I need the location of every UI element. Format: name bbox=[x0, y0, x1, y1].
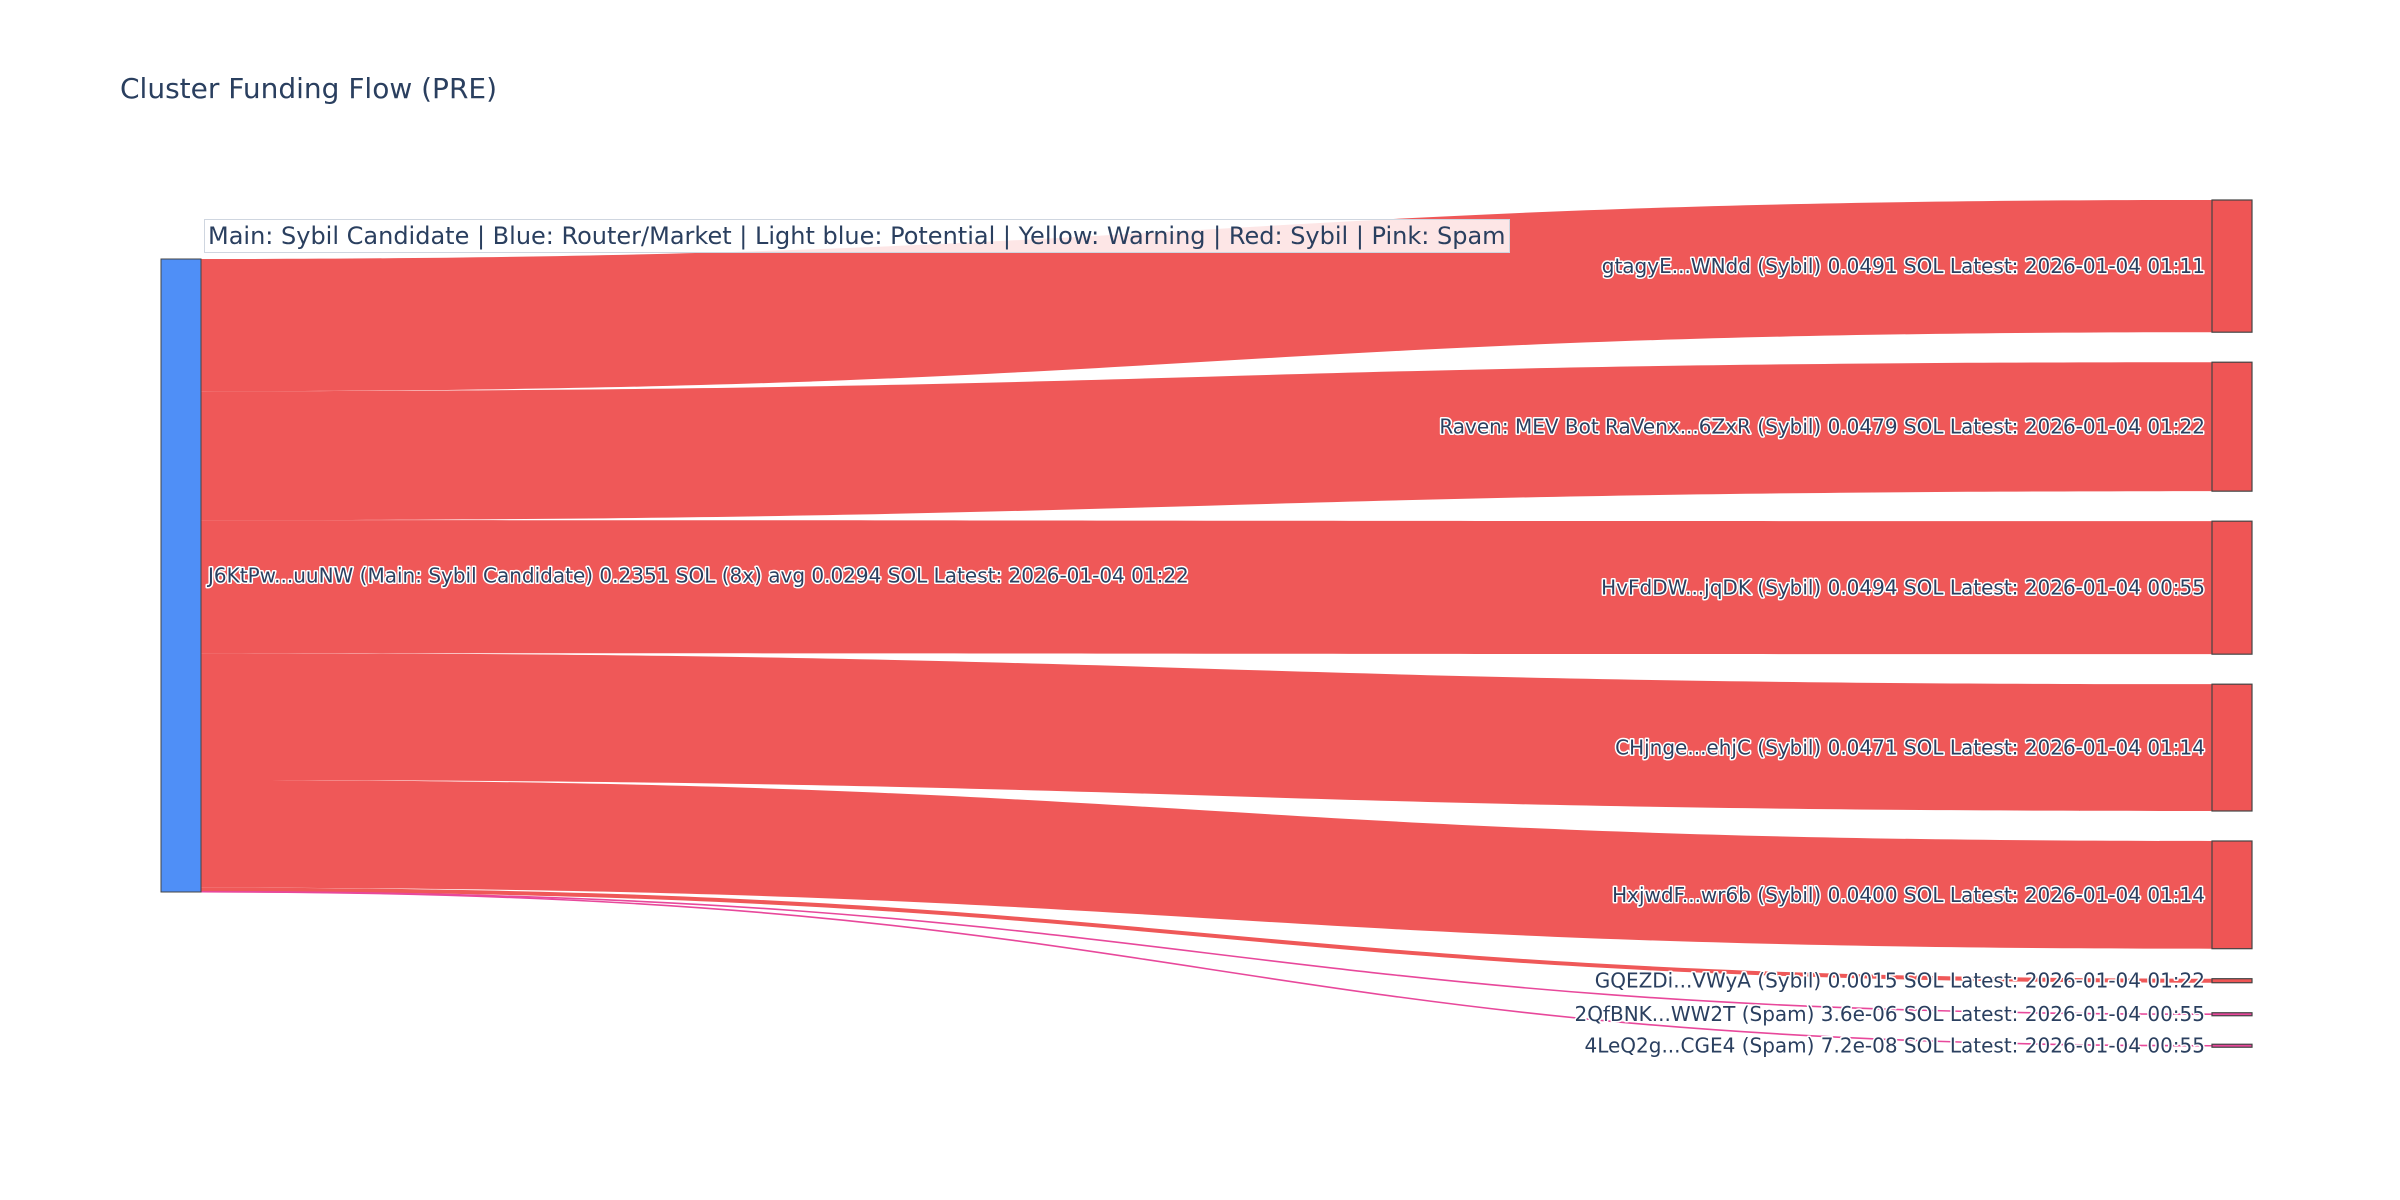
flow-link bbox=[201, 887, 2212, 983]
target-node bbox=[2211, 683, 2253, 812]
flow-link bbox=[201, 362, 2212, 521]
target-node-label: gtagyE...WNdd (Sybil) 0.0491 SOL Latest:… bbox=[1602, 254, 2205, 278]
target-node-label: CHjnge...ehjC (Sybil) 0.0471 SOL Latest:… bbox=[1615, 736, 2205, 760]
chart-title: Cluster Funding Flow (PRE) bbox=[120, 72, 498, 105]
legend-annotation: Main: Sybil Candidate | Blue: Router/Mar… bbox=[204, 219, 1510, 253]
flow-link bbox=[201, 520, 2212, 655]
flow-link bbox=[201, 779, 2212, 949]
labels-layer: J6KtPw...uuNW (Main: Sybil Candidate) 0.… bbox=[205, 253, 2207, 1060]
target-node-label: Raven: MEV Bot RaVenx...6ZxR (Sybil) 0.0… bbox=[1439, 415, 2205, 439]
target-node-label: HvFdDW...jqDK (Sybil) 0.0494 SOL Latest:… bbox=[1601, 576, 2205, 600]
nodes-layer bbox=[160, 199, 2253, 1048]
target-node-label: 4LeQ2g...CGE4 (Spam) 7.2e-08 SOL Latest:… bbox=[1584, 1034, 2205, 1058]
target-node-label: GQEZDi...VWyA (Sybil) 0.0015 SOL Latest:… bbox=[1595, 969, 2205, 993]
source-node-label: J6KtPw...uuNW (Main: Sybil Candidate) 0.… bbox=[206, 564, 1189, 588]
target-node-label: HxjwdF...wr6b (Sybil) 0.0400 SOL Latest:… bbox=[1612, 883, 2205, 907]
flow-link bbox=[200, 890, 2213, 1016]
target-node bbox=[2211, 361, 2253, 492]
target-node bbox=[2211, 1012, 2253, 1017]
target-node bbox=[2211, 840, 2253, 950]
target-node bbox=[2211, 520, 2253, 655]
target-node-label: 2QfBNK...WW2T (Spam) 3.6e-06 SOL Latest:… bbox=[1574, 1002, 2205, 1026]
flow-link bbox=[201, 200, 2212, 392]
target-node bbox=[2211, 978, 2253, 984]
source-node bbox=[160, 258, 202, 893]
target-node bbox=[2211, 199, 2253, 333]
target-node bbox=[2211, 1043, 2253, 1048]
flow-link bbox=[201, 653, 2212, 811]
links-layer bbox=[200, 200, 2213, 1047]
flow-link bbox=[200, 890, 2213, 1047]
